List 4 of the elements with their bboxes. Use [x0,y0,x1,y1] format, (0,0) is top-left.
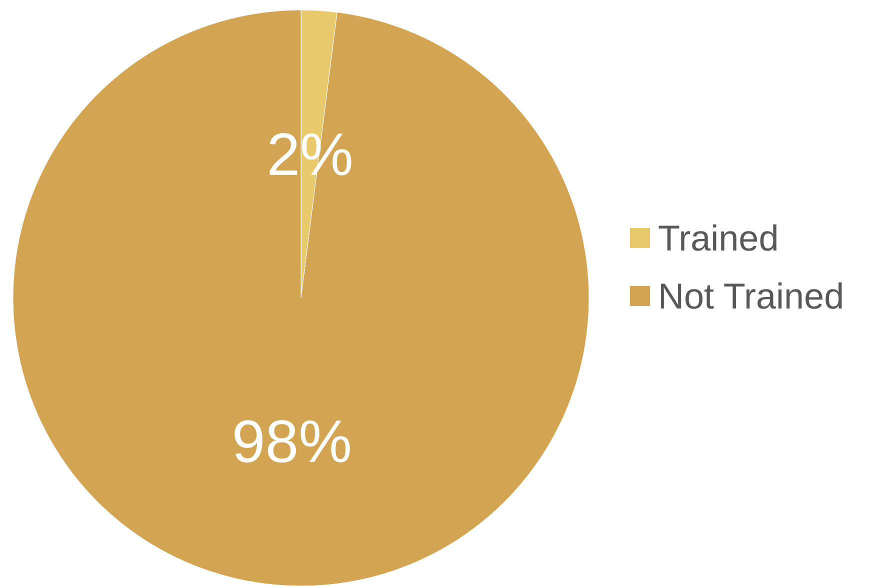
legend-label: Trained [658,218,779,258]
legend-label: Not Trained [658,276,844,316]
data-label: 98% [232,408,352,476]
pie-slice [12,10,590,586]
